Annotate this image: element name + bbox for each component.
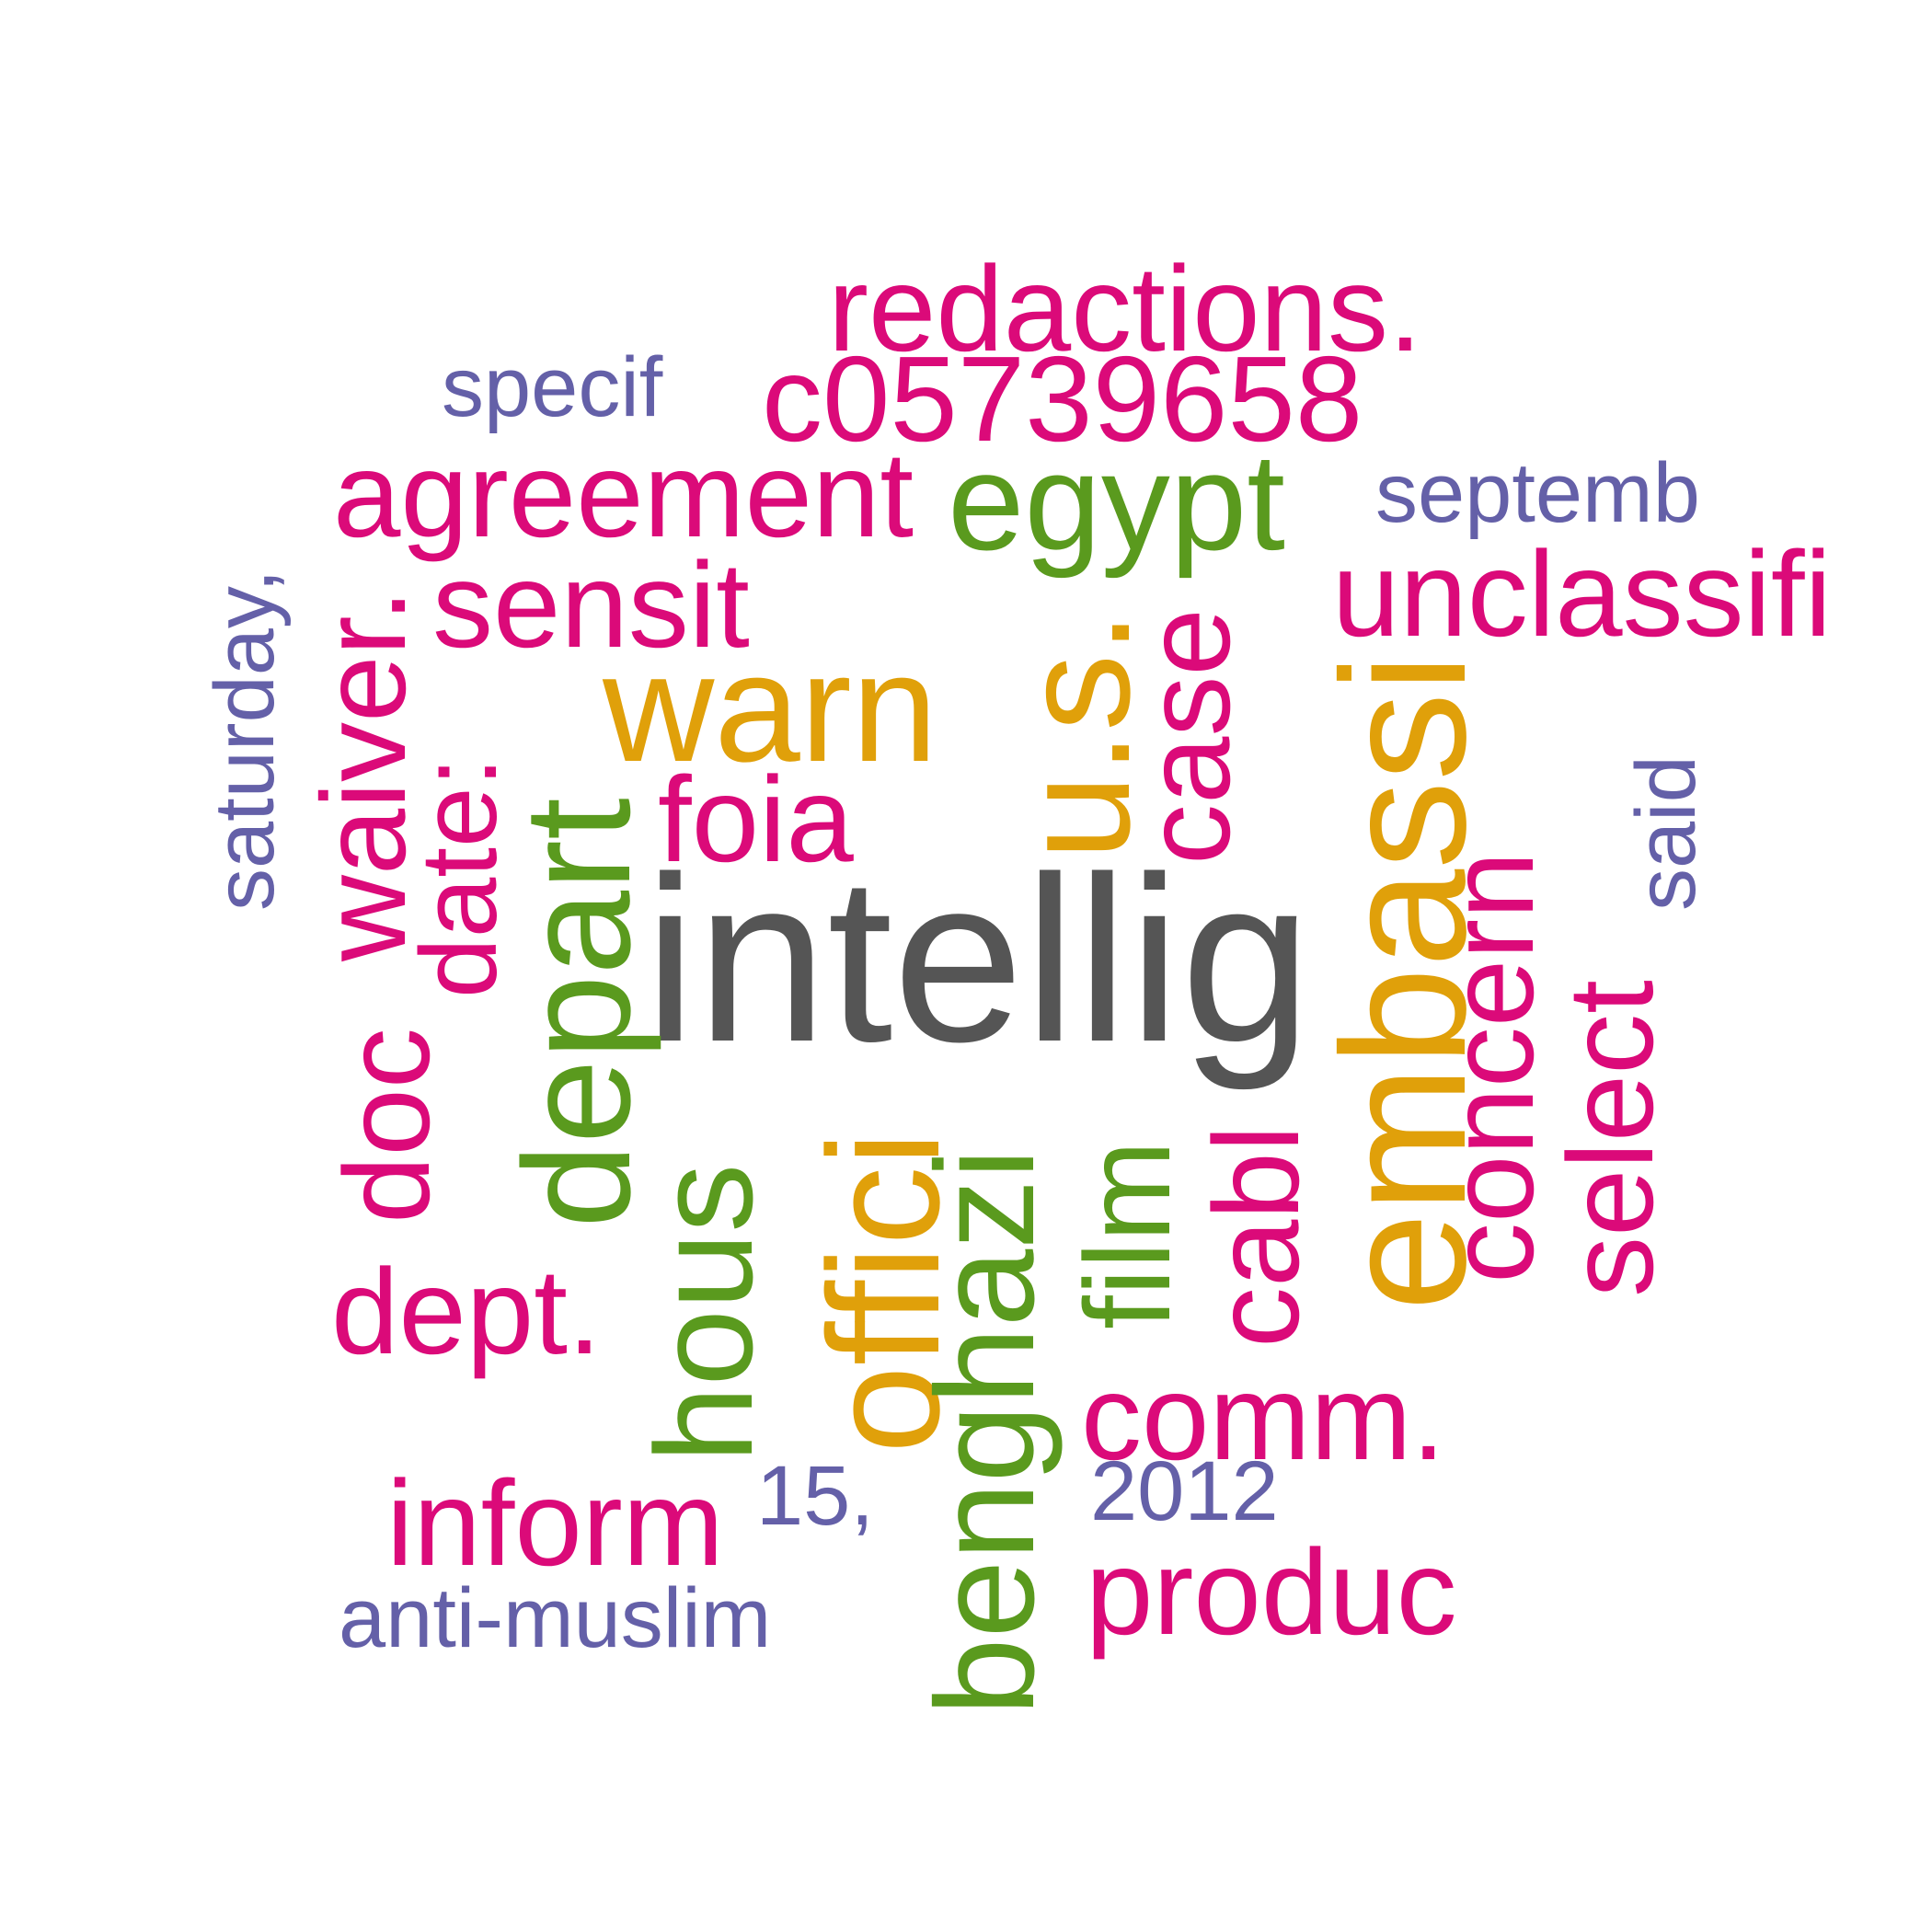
word-benghazi: benghazi	[907, 1148, 1064, 1716]
word-septemb: septemb	[1375, 446, 1700, 540]
word-anti-muslim: anti-muslim	[339, 1571, 772, 1665]
word-said: said	[1619, 755, 1713, 911]
word-film: film	[1060, 1140, 1195, 1329]
word-case: case	[1120, 608, 1255, 865]
word-produc: produc	[1086, 1524, 1457, 1660]
word-cabl: cabl	[1189, 1124, 1324, 1348]
word-foia: foia	[658, 752, 854, 887]
word-15: 15,	[756, 1449, 874, 1543]
word-date: date:	[398, 756, 520, 998]
word-redactions: redactions.	[828, 241, 1422, 376]
word-c05739658: c05739658	[762, 331, 1363, 466]
word-concern: concern	[1423, 851, 1558, 1283]
word-sensit: sensit	[432, 537, 750, 673]
word-unclassifi: unclassifi	[1332, 526, 1832, 661]
word-specif: specif	[442, 340, 663, 434]
word-select: select	[1543, 980, 1678, 1297]
word-egypt: egypt	[948, 424, 1285, 579]
word-agreement: agreement	[333, 427, 914, 562]
word-comm: comm.	[1081, 1350, 1445, 1485]
word-saturday: saturday,	[198, 569, 292, 911]
word-doc: doc	[319, 1028, 454, 1224]
word-warn: warn	[603, 621, 938, 794]
word-2012: 2012	[1090, 1444, 1279, 1538]
word-inform: inform	[386, 1455, 724, 1591]
word-dept: dept.	[331, 1244, 602, 1379]
word-hous: hous	[627, 1163, 781, 1463]
word-intellig: intellig	[644, 828, 1312, 1091]
